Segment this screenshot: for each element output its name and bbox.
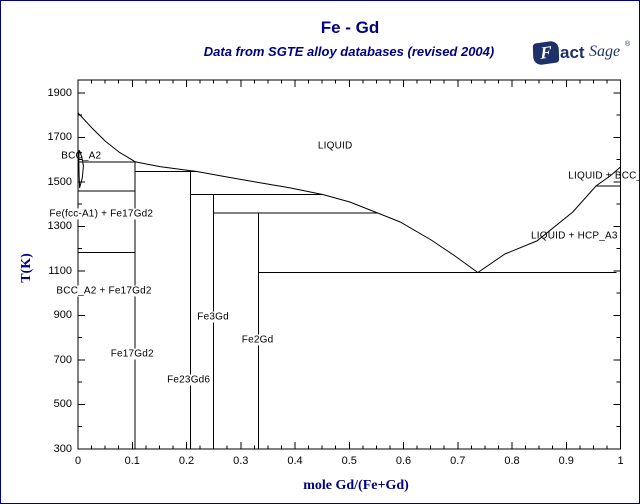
logo-text-act: act [560, 43, 585, 62]
factsage-logo: F act Sage ® [532, 40, 633, 68]
logo-text-sage: Sage [589, 43, 621, 60]
plot-frame [77, 79, 621, 450]
page-title: Fe - Gd [320, 18, 380, 37]
logo-trademark: ® [625, 41, 631, 48]
page-subtitle: Data from SGTE alloy databases (revised … [203, 44, 495, 59]
gamma-loop-line [78, 149, 84, 189]
liquidus-line [77, 112, 621, 274]
x-axis-label: mole Gd/(Fe+Gd) [303, 478, 409, 493]
